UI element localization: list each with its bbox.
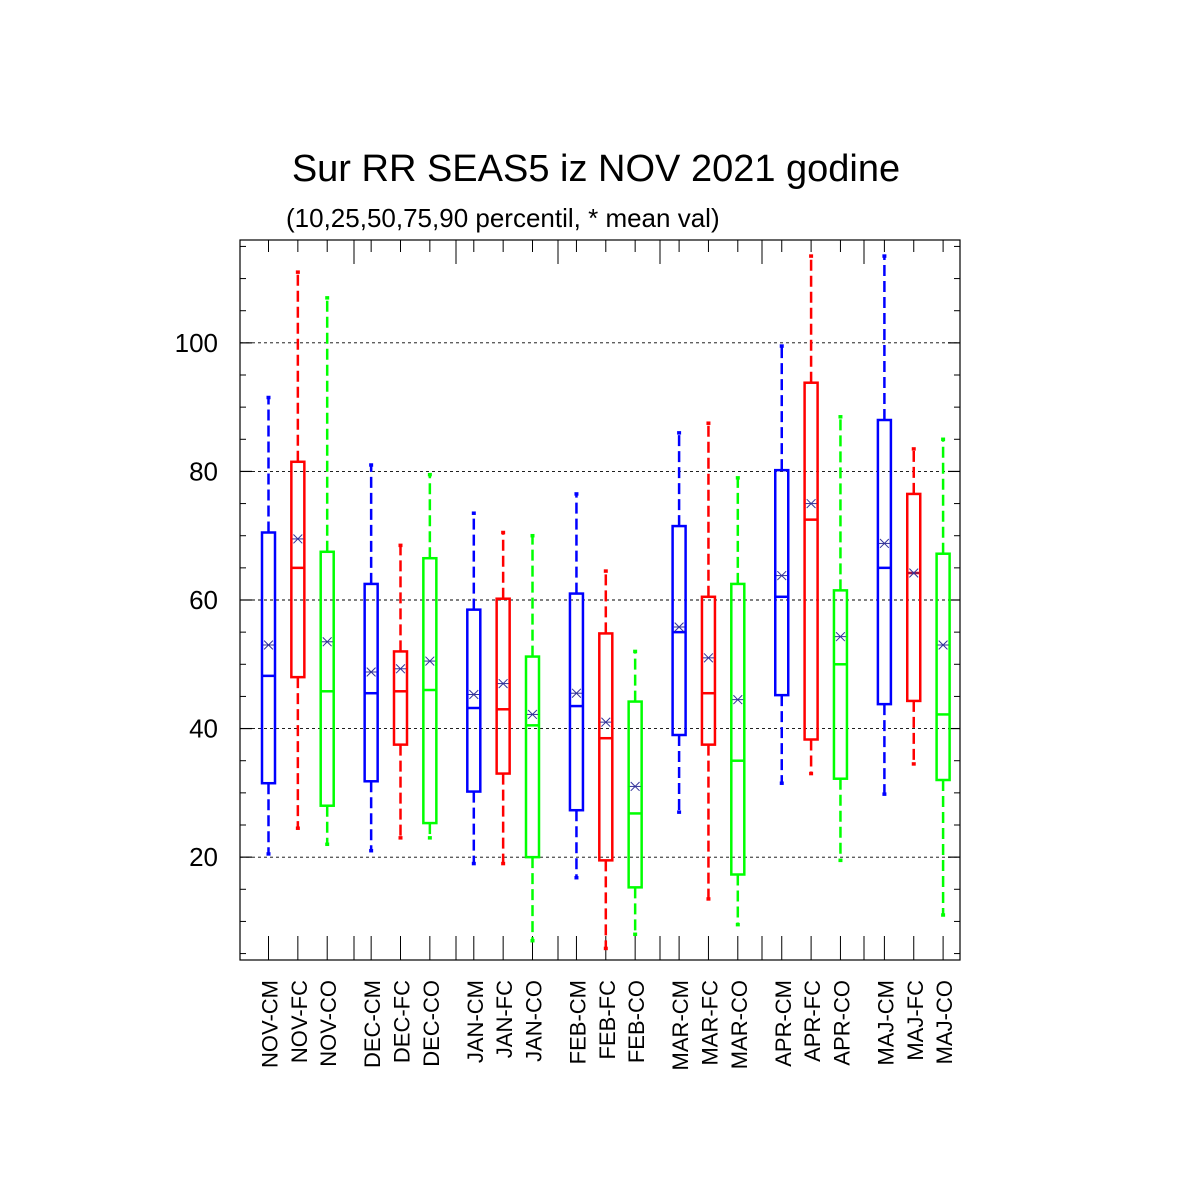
x-tick-label: APR-CM: [771, 980, 796, 1067]
plot-frame: [239, 239, 961, 961]
box-apr-cm: [774, 344, 790, 785]
x-tick-label: MAJ-CO: [932, 980, 957, 1064]
mean-marker: [366, 667, 376, 677]
mean-marker: [395, 664, 406, 674]
mean-marker: [498, 678, 508, 689]
box-iqr: [671, 524, 687, 737]
x-tick-label: DEC-CO: [419, 980, 444, 1067]
x-tick-label: MAR-FC: [697, 980, 722, 1066]
box-feb-co: [627, 649, 643, 937]
mean-marker: [806, 498, 816, 509]
box-iqr: [906, 492, 922, 703]
box-iqr: [935, 552, 951, 782]
y-tick-label: 100: [175, 328, 218, 358]
box-iqr: [774, 468, 790, 697]
x-tick-label: JAN-FC: [492, 980, 517, 1058]
mean-marker: [938, 640, 948, 650]
box-jan-cm: [466, 511, 482, 866]
y-tick-label: 60: [189, 585, 218, 615]
box-maj-co: [935, 437, 951, 917]
x-tick-label: JAN-CO: [522, 980, 547, 1062]
box-feb-fc: [598, 569, 614, 951]
x-tick-label: DEC-CM: [360, 980, 385, 1068]
box-iqr: [832, 589, 849, 780]
box-jan-co: [524, 533, 541, 943]
box-dec-fc: [392, 543, 409, 840]
mean-marker: [835, 631, 846, 642]
x-tick-label: FEB-CM: [565, 980, 590, 1064]
box-series: [260, 254, 951, 951]
box-apr-fc: [803, 254, 819, 776]
axis-ticks: [239, 240, 961, 960]
box-iqr: [627, 700, 643, 889]
box-iqr: [568, 592, 585, 812]
mean-marker: [879, 538, 890, 549]
mean-marker: [469, 689, 479, 700]
box-iqr: [876, 418, 893, 706]
box-maj-cm: [876, 254, 893, 796]
box-dec-cm: [363, 463, 379, 853]
mean-marker: [293, 534, 303, 544]
box-mar-cm: [671, 431, 687, 814]
mean-marker: [630, 781, 640, 792]
box-iqr: [730, 582, 746, 876]
mean-marker: [908, 568, 919, 578]
box-feb-cm: [568, 492, 585, 880]
mean-marker: [601, 717, 611, 727]
x-tick-label: NOV-CM: [258, 980, 283, 1068]
x-tick-label: MAR-CO: [727, 980, 752, 1069]
box-iqr: [803, 381, 819, 741]
mean-marker: [263, 640, 274, 650]
box-dec-co: [422, 472, 438, 840]
box-maj-fc: [906, 447, 922, 766]
box-nov-fc: [290, 270, 306, 830]
mean-marker: [322, 637, 332, 647]
box-iqr: [598, 632, 614, 862]
x-tick-label: DEC-FC: [390, 980, 415, 1063]
x-tick-label: FEB-CO: [624, 980, 649, 1063]
chart-title: Sur RR SEAS5 iz NOV 2021 godine: [291, 148, 901, 190]
mean-marker: [425, 656, 435, 666]
box-iqr: [290, 460, 306, 679]
box-iqr: [260, 531, 277, 785]
chart-subtitle: (10,25,50,75,90 percentil, * mean val): [286, 203, 720, 233]
mean-marker: [674, 622, 684, 632]
box-apr-co: [832, 415, 849, 863]
box-iqr: [319, 550, 335, 807]
x-tick-label: MAR-CM: [668, 980, 693, 1070]
mean-marker: [703, 653, 714, 663]
y-tick-labels: 20 40 60 80 100: [175, 328, 218, 872]
box-mar-fc: [700, 421, 717, 901]
x-tick-label: FEB-FC: [595, 980, 620, 1060]
box-iqr: [524, 655, 541, 859]
mean-marker: [571, 688, 582, 698]
mean-marker: [733, 694, 743, 705]
y-tick-label: 40: [189, 714, 218, 744]
y-tick-label: 80: [189, 456, 218, 486]
box-iqr: [495, 597, 511, 775]
x-tick-label: NOV-CO: [316, 980, 341, 1067]
box-iqr: [700, 595, 717, 746]
x-tick-labels: NOV-CM NOV-FC NOV-CO DEC-CM DEC-FC DEC-CO JAN-…: [258, 980, 958, 1071]
x-tick-label: JAN-CM: [463, 980, 488, 1063]
x-tick-label: APR-CO: [829, 980, 854, 1066]
y-tick-label: 20: [189, 842, 218, 872]
x-tick-label: NOV-FC: [287, 980, 312, 1063]
box-nov-cm: [260, 395, 277, 856]
mean-marker: [527, 709, 538, 720]
box-nov-co: [319, 296, 335, 847]
x-tick-label: MAJ-CM: [873, 980, 898, 1066]
box-mar-co: [730, 476, 746, 927]
x-tick-label: APR-FC: [800, 980, 825, 1062]
box-iqr: [466, 608, 482, 793]
box-iqr: [363, 582, 379, 783]
box-jan-fc: [495, 530, 511, 866]
mean-marker: [776, 570, 787, 581]
x-tick-label: MAJ-FC: [903, 980, 928, 1061]
box-iqr: [392, 650, 409, 746]
